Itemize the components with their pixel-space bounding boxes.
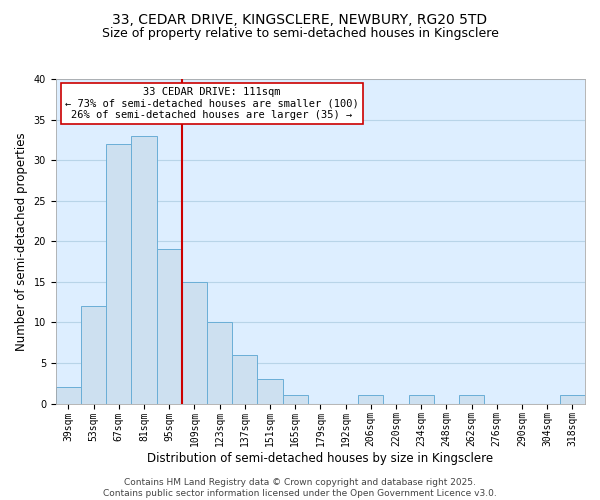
Text: 33, CEDAR DRIVE, KINGSCLERE, NEWBURY, RG20 5TD: 33, CEDAR DRIVE, KINGSCLERE, NEWBURY, RG…	[112, 12, 488, 26]
Bar	[157, 250, 182, 404]
Bar	[409, 396, 434, 404]
X-axis label: Distribution of semi-detached houses by size in Kingsclere: Distribution of semi-detached houses by …	[148, 452, 493, 465]
Bar	[56, 388, 81, 404]
Bar	[560, 396, 585, 404]
Bar	[106, 144, 131, 404]
Bar	[257, 379, 283, 404]
Bar	[232, 355, 257, 404]
Bar	[182, 282, 207, 404]
Text: Size of property relative to semi-detached houses in Kingsclere: Size of property relative to semi-detach…	[101, 28, 499, 40]
Bar	[207, 322, 232, 404]
Text: Contains HM Land Registry data © Crown copyright and database right 2025.
Contai: Contains HM Land Registry data © Crown c…	[103, 478, 497, 498]
Bar	[81, 306, 106, 404]
Bar	[131, 136, 157, 404]
Text: 33 CEDAR DRIVE: 111sqm
← 73% of semi-detached houses are smaller (100)
26% of se: 33 CEDAR DRIVE: 111sqm ← 73% of semi-det…	[65, 87, 359, 120]
Y-axis label: Number of semi-detached properties: Number of semi-detached properties	[15, 132, 28, 350]
Bar	[283, 396, 308, 404]
Bar	[358, 396, 383, 404]
Bar	[459, 396, 484, 404]
